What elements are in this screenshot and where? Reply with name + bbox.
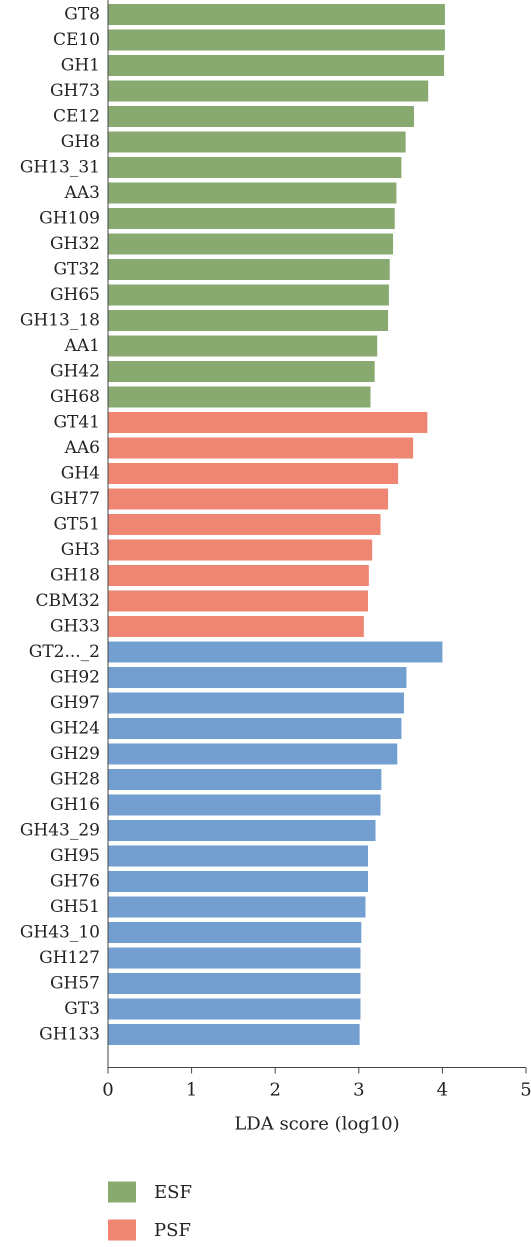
- bar-lsf-gt3: [108, 998, 361, 1020]
- category-label: GH76: [50, 872, 100, 892]
- category-label: GH8: [61, 132, 100, 152]
- category-label: GT41: [53, 413, 100, 433]
- bar-esf-gh8: [108, 131, 406, 153]
- bar-esf-gh109: [108, 208, 395, 229]
- category-label: GH92: [50, 668, 100, 688]
- bar-lsf-gh127: [108, 947, 361, 969]
- legend-label-psf: PSF: [154, 1220, 191, 1241]
- bar-psf-gh18: [108, 565, 369, 586]
- x-tick-label: 1: [186, 1080, 197, 1101]
- bar-lsf-gh24: [108, 718, 402, 739]
- legend-label-esf: ESF: [154, 1182, 192, 1203]
- category-label: GT51: [53, 515, 100, 535]
- category-label: AA3: [64, 183, 100, 203]
- bar-esf-gt32: [108, 259, 390, 280]
- category-label: GH65: [50, 285, 100, 305]
- bar-esf-gh73: [108, 80, 429, 102]
- bar-lsf-gh57: [108, 973, 361, 994]
- bar-psf-gh4: [108, 463, 399, 484]
- bar-esf-gh65: [108, 284, 389, 306]
- bar-psf-gh77: [108, 488, 389, 510]
- x-ticks-group: 0 1 2 3 4 5: [102, 1067, 531, 1101]
- category-label: GT8: [64, 5, 100, 25]
- bar-psf-gh3: [108, 539, 373, 561]
- bar-lsf-gh97: [108, 692, 404, 714]
- category-label: GH13_31: [20, 158, 100, 178]
- category-label: GH73: [50, 81, 100, 101]
- bar-lsf-gh95: [108, 845, 368, 867]
- bars-group: [108, 4, 445, 1045]
- bar-esf-aa3: [108, 182, 397, 204]
- category-label: GH77: [50, 489, 100, 509]
- bar-psf-gt41: [108, 412, 428, 433]
- category-label: GH13_18: [20, 311, 100, 331]
- bar-esf-gh68: [108, 386, 371, 408]
- category-label: GH43_10: [20, 923, 100, 943]
- x-axis-title: LDA score (log10): [234, 1114, 399, 1135]
- bar-lsf-gh16: [108, 794, 381, 816]
- category-label: GH57: [50, 974, 100, 994]
- category-label: GH32: [50, 234, 100, 254]
- category-label: GT3: [64, 999, 100, 1019]
- category-labels-group: GT8 CE10 GH1 GH73 CE12 GH8 GH13_31 AA3 GH109 GH32…: [20, 5, 100, 1045]
- bar-esf-ce10: [108, 29, 445, 51]
- bar-esf-aa1: [108, 335, 378, 357]
- category-label: GT2..._2: [29, 642, 100, 662]
- category-label: GH29: [50, 744, 100, 764]
- category-label: GH16: [50, 795, 100, 815]
- category-label: GH4: [61, 464, 100, 484]
- bar-psf-cbm32: [108, 590, 368, 612]
- bar-lsf-gh51: [108, 896, 366, 918]
- category-label: GH24: [50, 719, 100, 739]
- bar-esf-gt8: [108, 4, 445, 25]
- bar-esf-ce12: [108, 106, 414, 127]
- bar-esf-gh13-18: [108, 310, 389, 331]
- legend-swatch-psf: [108, 1219, 136, 1241]
- category-label: GH42: [50, 362, 100, 382]
- category-label: GH109: [39, 209, 100, 229]
- category-label: GH18: [50, 566, 100, 586]
- bar-psf-gt51: [108, 514, 381, 535]
- x-tick-label: 5: [520, 1080, 531, 1101]
- bar-psf-aa6: [108, 437, 414, 459]
- bar-lsf-gh92: [108, 667, 407, 688]
- bar-lsf-gh76: [108, 871, 368, 892]
- category-label: CE12: [53, 107, 100, 127]
- category-label: AA1: [64, 336, 100, 356]
- category-label: CE10: [53, 30, 100, 50]
- bar-lsf-gh133: [108, 1024, 360, 1045]
- bar-psf-gh33: [108, 616, 364, 637]
- category-label: GH51: [50, 897, 100, 917]
- category-label: GT32: [53, 260, 100, 280]
- legend: ESFPSFLSF: [108, 1181, 192, 1241]
- bar-lsf-gt2-2: [108, 641, 443, 663]
- x-tick-label: 0: [102, 1080, 113, 1101]
- category-label: GH1: [61, 56, 100, 76]
- bar-lsf-gh43-29: [108, 820, 376, 841]
- x-tick-label: 3: [353, 1080, 364, 1101]
- bar-lsf-gh28: [108, 769, 382, 790]
- category-label: GH28: [50, 770, 100, 790]
- x-tick-label: 2: [269, 1080, 280, 1101]
- bar-esf-gh32: [108, 233, 394, 255]
- category-label: GH133: [39, 1025, 100, 1045]
- category-label: GH3: [61, 540, 100, 560]
- category-label: GH43_29: [20, 821, 100, 841]
- bar-esf-gh1: [108, 55, 445, 76]
- legend-swatch-esf: [108, 1181, 136, 1203]
- category-label: GH127: [39, 948, 100, 968]
- category-label: GH97: [50, 693, 100, 713]
- category-label: GH95: [50, 846, 100, 866]
- category-label: AA6: [64, 438, 100, 458]
- bar-lsf-gh43-10: [108, 922, 362, 943]
- category-label: GH68: [50, 387, 100, 407]
- bar-esf-gh42: [108, 361, 375, 382]
- category-label: CBM32: [35, 591, 100, 611]
- bar-lsf-gh29: [108, 743, 398, 765]
- category-label: GH33: [50, 617, 100, 637]
- bar-esf-gh13-31: [108, 157, 402, 178]
- x-tick-label: 4: [437, 1080, 448, 1101]
